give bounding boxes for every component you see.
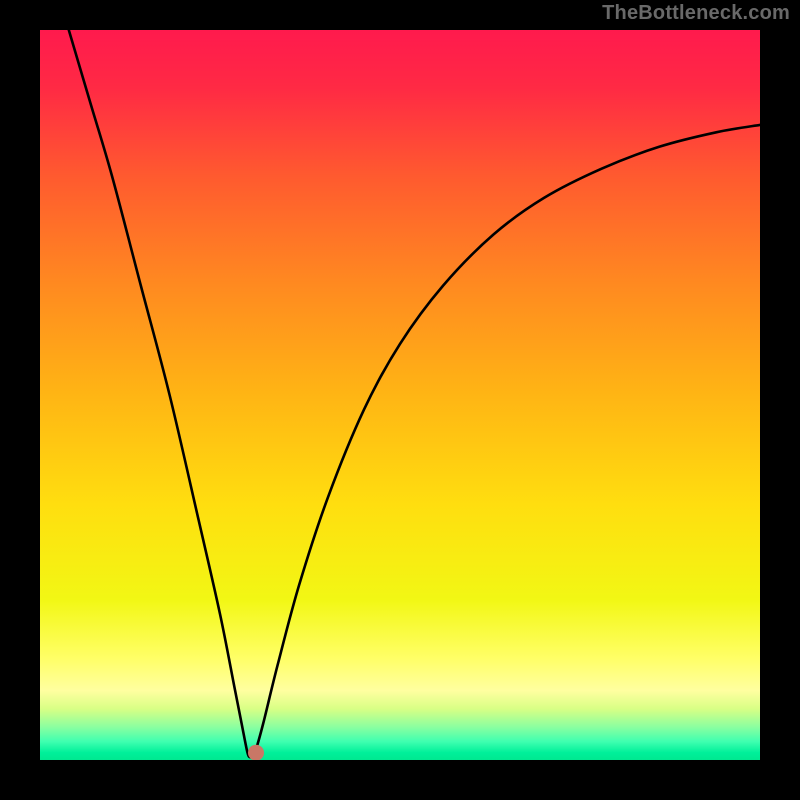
plot-background bbox=[40, 30, 760, 760]
plot-area bbox=[40, 30, 760, 760]
chart-frame: TheBottleneck.com bbox=[0, 0, 800, 800]
plot-svg bbox=[40, 30, 760, 760]
min-marker bbox=[248, 745, 264, 760]
watermark-text: TheBottleneck.com bbox=[602, 2, 790, 25]
